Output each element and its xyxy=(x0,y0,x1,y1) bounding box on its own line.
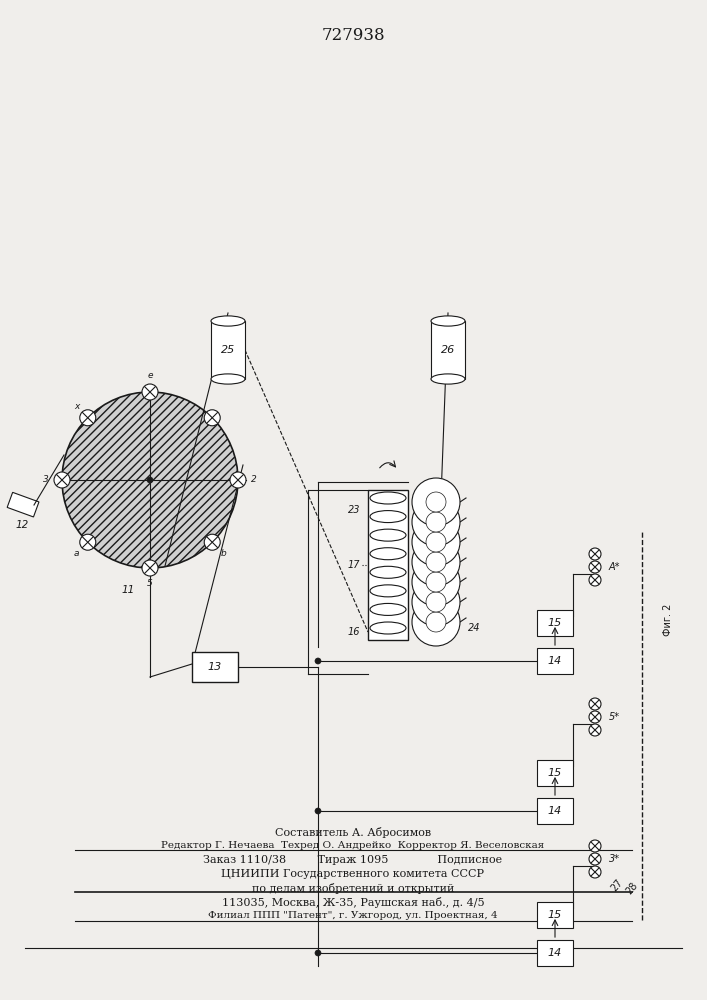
Text: 24: 24 xyxy=(468,623,481,633)
Bar xyxy=(537,610,573,636)
Circle shape xyxy=(426,552,446,572)
Text: 26: 26 xyxy=(441,345,455,355)
Circle shape xyxy=(80,410,95,426)
Circle shape xyxy=(589,548,601,560)
Text: 17: 17 xyxy=(348,560,360,570)
Text: Фиг. 2: Фиг. 2 xyxy=(663,604,673,636)
Ellipse shape xyxy=(211,374,245,384)
Text: 5: 5 xyxy=(147,580,153,588)
Text: 28: 28 xyxy=(624,880,640,896)
Ellipse shape xyxy=(431,316,465,326)
Text: 13: 13 xyxy=(208,662,222,672)
Circle shape xyxy=(426,492,446,512)
Bar xyxy=(537,648,573,674)
Bar xyxy=(537,760,573,786)
Text: Филиал ППП "Патент", г. Ужгород, ул. Проектная, 4: Филиал ППП "Патент", г. Ужгород, ул. Про… xyxy=(208,912,498,920)
Circle shape xyxy=(589,853,601,865)
Bar xyxy=(537,902,573,928)
Text: 14: 14 xyxy=(548,948,562,958)
Text: x: x xyxy=(74,402,79,411)
Circle shape xyxy=(204,534,220,550)
Circle shape xyxy=(589,698,601,710)
Circle shape xyxy=(412,518,460,566)
Ellipse shape xyxy=(370,585,406,597)
Ellipse shape xyxy=(431,374,465,384)
Text: 113035, Москва, Ж-35, Раушская наб., д. 4/5: 113035, Москва, Ж-35, Раушская наб., д. … xyxy=(222,896,484,908)
Text: b: b xyxy=(221,549,226,558)
Circle shape xyxy=(589,561,601,573)
Text: Редактор Г. Нечаева  Техред О. Андрейко  Корректор Я. Веселовская: Редактор Г. Нечаева Техред О. Андрейко К… xyxy=(161,842,544,850)
Bar xyxy=(537,798,573,824)
Text: 25: 25 xyxy=(221,345,235,355)
Circle shape xyxy=(412,478,460,526)
Circle shape xyxy=(426,592,446,612)
Ellipse shape xyxy=(370,622,406,634)
Bar xyxy=(368,490,408,640)
Circle shape xyxy=(426,512,446,532)
Circle shape xyxy=(589,724,601,736)
Circle shape xyxy=(412,578,460,626)
Text: 3*: 3* xyxy=(609,854,620,864)
Ellipse shape xyxy=(370,529,406,541)
Circle shape xyxy=(142,560,158,576)
Text: 11: 11 xyxy=(122,585,134,595)
Text: 16: 16 xyxy=(348,627,360,637)
Bar xyxy=(211,321,245,379)
Circle shape xyxy=(204,410,220,426)
Ellipse shape xyxy=(370,511,406,523)
Text: 12: 12 xyxy=(16,520,28,530)
Text: a: a xyxy=(74,549,79,558)
Text: A*: A* xyxy=(609,562,621,572)
Circle shape xyxy=(230,472,246,488)
Ellipse shape xyxy=(370,566,406,578)
Ellipse shape xyxy=(370,603,406,615)
Circle shape xyxy=(412,558,460,606)
Text: 15: 15 xyxy=(548,618,562,628)
Circle shape xyxy=(315,808,321,814)
Bar xyxy=(537,940,573,966)
Text: 15: 15 xyxy=(548,910,562,920)
Circle shape xyxy=(142,384,158,400)
Text: 14: 14 xyxy=(548,806,562,816)
Circle shape xyxy=(412,598,460,646)
Text: 727938: 727938 xyxy=(321,26,385,43)
Text: 27: 27 xyxy=(609,877,625,893)
Circle shape xyxy=(80,534,95,550)
Bar xyxy=(431,321,465,379)
Ellipse shape xyxy=(370,548,406,560)
Text: 15: 15 xyxy=(548,768,562,778)
Circle shape xyxy=(589,866,601,878)
Circle shape xyxy=(589,840,601,852)
Circle shape xyxy=(589,711,601,723)
Ellipse shape xyxy=(370,492,406,504)
Circle shape xyxy=(412,538,460,586)
Text: e: e xyxy=(147,371,153,380)
Circle shape xyxy=(589,574,601,586)
Circle shape xyxy=(426,532,446,552)
Circle shape xyxy=(426,612,446,632)
Text: 14: 14 xyxy=(548,656,562,666)
Text: ЦНИИПИ Государственного комитета СССР: ЦНИИПИ Государственного комитета СССР xyxy=(221,869,484,879)
Circle shape xyxy=(315,950,321,956)
Circle shape xyxy=(426,572,446,592)
Text: Составитель А. Абросимов: Составитель А. Абросимов xyxy=(275,826,431,838)
Circle shape xyxy=(62,392,238,568)
Circle shape xyxy=(147,477,153,483)
Text: по делам изобретений и открытий: по делам изобретений и открытий xyxy=(252,882,454,894)
Circle shape xyxy=(412,498,460,546)
Text: 2: 2 xyxy=(251,476,257,485)
Ellipse shape xyxy=(211,316,245,326)
Circle shape xyxy=(54,472,70,488)
Circle shape xyxy=(315,658,321,664)
Bar xyxy=(192,652,238,682)
Text: 5*: 5* xyxy=(609,712,620,722)
Bar xyxy=(7,492,39,517)
Text: 23: 23 xyxy=(348,505,360,515)
Text: 3: 3 xyxy=(43,476,49,485)
Text: Заказ 1110/38         Тираж 1095              Подписное: Заказ 1110/38 Тираж 1095 Подписное xyxy=(204,855,503,865)
